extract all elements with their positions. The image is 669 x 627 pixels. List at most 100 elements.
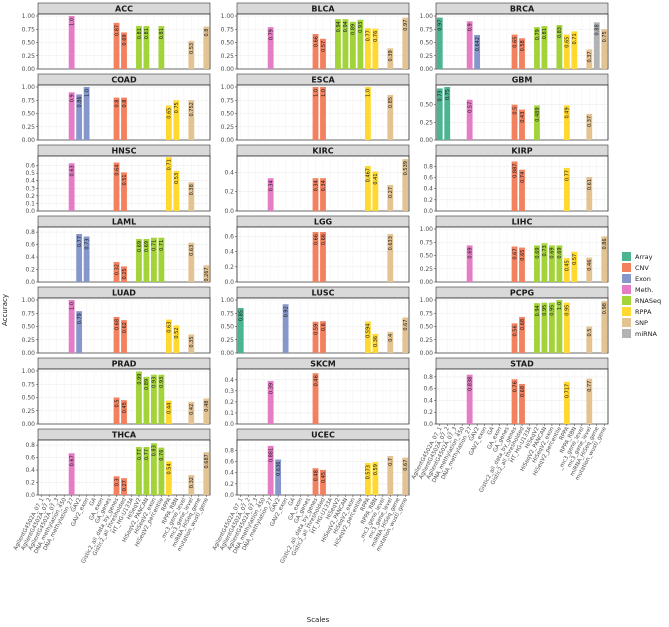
data-label: 0.54	[167, 463, 173, 474]
bar-RPPA	[563, 302, 570, 353]
panel-title: PCPG	[510, 289, 534, 298]
data-label: 0.67	[403, 460, 409, 471]
bar-HiSeqV2_exon	[349, 21, 356, 69]
data-label: 0.69	[557, 247, 563, 258]
data-label: 0.65	[167, 108, 173, 119]
bar-HiSeqV2_percentile	[556, 25, 563, 69]
panel-coad: COAD 0.00 0.25 0.50 0.75 1.00 0.9 0.861.0 0.8 0.8…	[22, 73, 211, 144]
y-tick-label: 0.00	[22, 66, 36, 73]
bar-Gistic2_all_thresholded	[121, 97, 127, 140]
data-label: 1.0	[557, 302, 563, 310]
bar-Gistic2_all_data_by_genes	[312, 321, 319, 353]
data-label: 1.0	[84, 89, 90, 97]
data-label: 0.81	[159, 28, 165, 39]
bar-mutation_wustl_gene	[203, 26, 210, 70]
data-label: 0.45	[122, 402, 128, 413]
bar-DNA_methylation_27	[267, 178, 274, 211]
bar-Gistic2_all_data_by_genes	[312, 34, 319, 69]
y-tick-label: 0.75	[420, 239, 434, 246]
data-label: 0.53	[189, 43, 195, 54]
x-tick-label: RPPA	[559, 426, 571, 441]
y-tick-label: 1.00	[420, 297, 434, 304]
data-label: 0.3	[114, 478, 120, 486]
data-label: 1.0	[69, 18, 75, 26]
y-tick-label: 0.00	[221, 66, 235, 73]
bar-RPPA	[563, 34, 570, 69]
data-label: 0.92	[283, 306, 289, 317]
data-label: 0.27	[388, 187, 394, 198]
y-tick-label: 0.4	[423, 186, 433, 193]
bar-RPPA	[165, 319, 172, 353]
bar-Gistic2_all_thresholded	[320, 321, 326, 353]
bar-mc3_gene_level	[387, 184, 394, 211]
bar-HiSeqV2_exon	[548, 302, 555, 353]
bar-mc3_gene_level	[188, 334, 195, 353]
data-label: 0.67	[403, 319, 409, 330]
legend-label: SNP	[635, 319, 648, 327]
data-label: 0.57	[572, 254, 578, 265]
data-label: 0.58	[520, 40, 526, 51]
bar-GAV2	[76, 311, 83, 353]
bar-mc3_gene_level	[188, 401, 195, 424]
data-label: 0.267	[204, 267, 210, 281]
bar-Gistic2_all_data_by_genes	[113, 262, 120, 282]
data-label: 0.77	[144, 449, 150, 460]
y-tick-label: 0.2	[224, 481, 234, 488]
data-label: 0.97	[438, 20, 444, 31]
y-tick-label: 0.1	[25, 200, 35, 207]
data-label: 0.73	[84, 238, 90, 249]
y-tick-label: 1.00	[221, 13, 235, 20]
bar-RPPA	[165, 105, 172, 140]
bar-DNA_methylation_27	[466, 245, 473, 282]
bar-mutation_wustl_gene	[402, 159, 409, 211]
y-tick-label: 0.50	[420, 40, 434, 47]
bar-GAV2	[76, 233, 83, 282]
bar-HiSeqV2_percentile	[556, 300, 563, 353]
panel-title: LGG	[314, 218, 332, 227]
data-label: 0.37	[587, 116, 593, 127]
bar-RPPA_RBN	[372, 28, 379, 69]
bar-mutation_wustl_gene	[203, 265, 210, 282]
bar-GAV2	[474, 34, 481, 69]
bar-GAV2	[76, 94, 83, 140]
legend-label: RPPA	[635, 308, 652, 316]
bar-HiSeqV2_PANCAN	[541, 243, 548, 282]
legend-label: Meth.	[635, 286, 653, 294]
bar-HiSeqV2_exon	[548, 245, 555, 282]
legend: Array CNV Exon Meth. RNASeq RPPA SNP miRNA	[622, 252, 661, 338]
bar-Gistic2_all_data_by_genes	[113, 397, 120, 424]
bar-mc3_gene_level	[586, 326, 593, 353]
bar-Gistic2_all_thresholded	[121, 32, 127, 69]
bar-Gistic2_all_thresholded	[519, 383, 525, 424]
panel-title: BRCA	[510, 5, 535, 14]
legend-label: Exon	[635, 275, 651, 283]
bar-HiSeqV2_PANCAN	[143, 446, 150, 495]
data-label: 0.35	[189, 336, 195, 347]
y-tick-label: 1.00	[22, 368, 36, 375]
data-label: 0.61	[587, 179, 593, 190]
data-label: 0.37	[587, 51, 593, 62]
y-tick-label: 0.0	[224, 492, 234, 499]
x-tick-label: GA	[89, 497, 98, 507]
data-label: 0.83	[152, 445, 158, 456]
y-tick-label: 0.4	[25, 178, 35, 185]
data-label: 0.27	[122, 480, 128, 491]
y-tick-label: 0.75	[22, 97, 36, 104]
y-tick-label: 0.4	[224, 249, 234, 256]
panel-title: GBM	[512, 76, 533, 85]
x-tick-label: GA	[487, 426, 496, 436]
bar-Gistic2_all_data_by_genes	[312, 87, 319, 140]
bar-Gistic2_all_thresholded	[121, 172, 127, 211]
y-tick-label: 0.25	[420, 266, 434, 273]
panel-title: LUSC	[312, 289, 335, 298]
legend-key-rppa	[622, 307, 631, 316]
panel-title: STAD	[510, 360, 534, 369]
legend-key-array	[622, 252, 631, 261]
panel-title: HNSC	[111, 147, 136, 156]
panel-gbm: GBM 0.00 0.25 0.50 0.73 0.75 0.57 0.50.43 0.489 0…	[420, 73, 609, 144]
y-tick-label: 0.25	[420, 53, 434, 60]
y-tick-label: 0.6	[224, 234, 234, 241]
